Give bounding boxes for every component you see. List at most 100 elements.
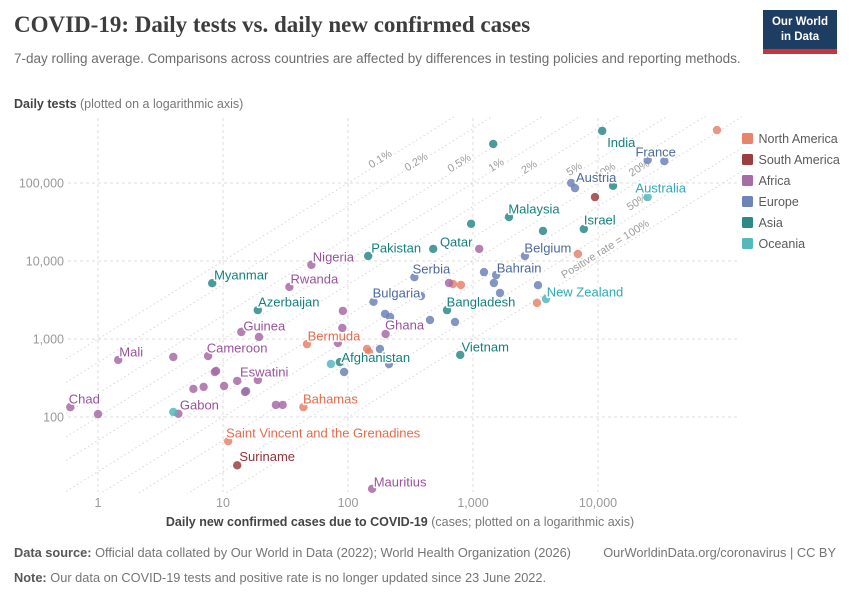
data-point[interactable] xyxy=(660,156,669,166)
data-point[interactable] xyxy=(608,181,618,190)
data-point-israel[interactable] xyxy=(579,224,588,234)
data-point-eswatini[interactable] xyxy=(233,376,242,386)
country-label: Gabon xyxy=(180,397,219,412)
country-label: Mali xyxy=(119,344,143,359)
data-point[interactable] xyxy=(271,400,281,410)
data-point[interactable] xyxy=(253,375,262,385)
legend-swatch xyxy=(742,217,753,228)
data-point[interactable] xyxy=(532,298,542,308)
data-point-belgium[interactable] xyxy=(520,251,530,261)
legend-item-oceania[interactable]: Oceania xyxy=(742,233,840,254)
data-point[interactable] xyxy=(189,384,198,394)
data-point-australia[interactable] xyxy=(643,192,652,202)
data-point[interactable] xyxy=(573,249,583,259)
data-point[interactable] xyxy=(425,315,435,325)
legend-item-asia[interactable]: Asia xyxy=(742,212,840,233)
data-point[interactable] xyxy=(326,359,336,369)
data-point-myanmar[interactable] xyxy=(208,279,217,288)
data-point[interactable] xyxy=(456,280,466,290)
rate-label: 2% xyxy=(519,158,539,177)
data-point[interactable] xyxy=(333,338,343,348)
data-point-saint-vincent-and-the-grenadines[interactable] xyxy=(224,437,233,446)
data-point[interactable] xyxy=(210,367,219,377)
data-point[interactable] xyxy=(338,306,348,316)
y-tick-label: 10,000 xyxy=(26,255,64,269)
data-point-bermuda[interactable] xyxy=(302,339,312,349)
data-point[interactable] xyxy=(570,183,580,193)
data-point[interactable] xyxy=(450,317,460,327)
country-label: Israel xyxy=(584,213,616,228)
data-point[interactable] xyxy=(364,347,374,357)
data-point-mali[interactable] xyxy=(114,355,123,365)
data-point[interactable] xyxy=(495,288,505,298)
data-point[interactable] xyxy=(169,352,178,362)
data-point[interactable] xyxy=(199,382,208,392)
data-point[interactable] xyxy=(339,367,349,377)
data-point[interactable] xyxy=(416,291,426,301)
data-point-cameroon[interactable] xyxy=(203,351,213,361)
data-point-qatar[interactable] xyxy=(429,244,438,254)
data-point-new-zealand[interactable] xyxy=(541,294,551,304)
data-point[interactable] xyxy=(444,278,454,288)
data-point[interactable] xyxy=(384,359,394,369)
data-point[interactable] xyxy=(278,400,287,410)
data-point-guinea[interactable] xyxy=(237,327,246,337)
data-point-mauritius[interactable] xyxy=(367,484,377,493)
data-point-bahrain[interactable] xyxy=(491,270,501,280)
data-point-chad[interactable] xyxy=(66,402,75,412)
country-label: Bulgaria xyxy=(373,285,421,300)
data-point[interactable] xyxy=(240,387,250,397)
country-label: Qatar xyxy=(440,234,473,249)
country-label: Mauritius xyxy=(374,474,427,489)
data-point[interactable] xyxy=(538,226,548,236)
data-point-bahamas[interactable] xyxy=(299,402,308,412)
legend-item-south-america[interactable]: South America xyxy=(742,149,840,170)
data-point-rwanda[interactable] xyxy=(285,282,294,292)
data-source: Data source: Official data collated by O… xyxy=(14,545,571,560)
data-point-suriname[interactable] xyxy=(233,461,242,470)
data-point-azerbaijan[interactable] xyxy=(253,305,262,315)
x-tick-label: 1 xyxy=(95,496,102,510)
data-point-malaysia[interactable] xyxy=(504,212,514,222)
legend-item-europe[interactable]: Europe xyxy=(742,191,840,212)
data-point[interactable] xyxy=(385,312,395,322)
legend-label: Oceania xyxy=(758,236,806,251)
data-point-bangladesh[interactable] xyxy=(442,305,452,315)
data-point-afghanistan[interactable] xyxy=(335,357,344,367)
legend-item-africa[interactable]: Africa xyxy=(742,170,840,191)
legend-label: South America xyxy=(758,152,840,167)
data-point[interactable] xyxy=(712,125,722,135)
gridlines: 100 1,000 10,000 100,000 1 10 100 1,000 10,000 xyxy=(19,118,740,510)
data-point[interactable] xyxy=(254,332,264,342)
data-point-vietnam[interactable] xyxy=(456,350,465,360)
data-point[interactable] xyxy=(466,219,476,228)
data-point-france[interactable] xyxy=(643,155,652,165)
data-point-ghana[interactable] xyxy=(381,329,390,339)
data-point[interactable] xyxy=(475,244,484,254)
data-point-pakistan[interactable] xyxy=(364,251,373,261)
footer-note: Note: Our data on COVID-19 tests and pos… xyxy=(14,569,547,585)
country-label: Chad xyxy=(69,392,100,407)
data-point[interactable] xyxy=(169,407,178,417)
data-point[interactable] xyxy=(338,323,347,333)
data-point[interactable] xyxy=(533,281,543,290)
owid-logo[interactable]: Our World in Data xyxy=(762,10,837,54)
data-point[interactable] xyxy=(489,139,498,149)
country-label: Suriname xyxy=(239,449,295,464)
data-point[interactable] xyxy=(219,381,229,391)
data-point[interactable] xyxy=(489,278,499,288)
legend-item-north-america[interactable]: North America xyxy=(742,128,840,149)
data-point[interactable] xyxy=(93,409,103,419)
owid-logo-line1: Our World xyxy=(771,16,828,28)
data-point-nigeria[interactable] xyxy=(307,260,316,270)
coronavirus-link[interactable]: OurWorldinData.org/coronavirus | CC BY xyxy=(603,545,836,560)
data-point[interactable] xyxy=(375,344,385,354)
data-point-serbia[interactable] xyxy=(410,273,419,282)
data-point-bulgaria[interactable] xyxy=(369,297,378,306)
legend-swatch xyxy=(742,133,753,144)
data-point[interactable] xyxy=(479,267,489,277)
data-point[interactable] xyxy=(590,192,600,202)
country-label: Bahamas xyxy=(303,392,358,407)
data-point-india[interactable] xyxy=(598,126,607,136)
x-tick-label: 1,000 xyxy=(457,496,488,510)
